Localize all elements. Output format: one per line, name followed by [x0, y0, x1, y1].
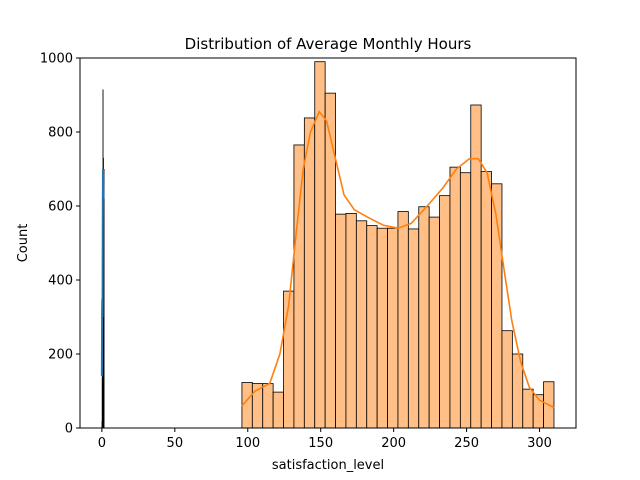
- chart-title: Distribution of Average Monthly Hours: [185, 35, 472, 53]
- histogram-bar: [303, 117, 316, 429]
- histogram-bar: [439, 195, 451, 429]
- kde-line: [241, 110, 555, 409]
- histogram-bar: [470, 104, 482, 429]
- x-tick-label: 100: [235, 436, 260, 451]
- histogram-bar: [459, 172, 472, 429]
- histogram-bar: [449, 166, 461, 429]
- y-axis-label: Count: [16, 224, 31, 263]
- histogram-bar: [345, 212, 357, 429]
- histogram-bar: [480, 171, 492, 429]
- histogram-bar: [428, 216, 440, 429]
- x-tick-label: 300: [527, 436, 552, 451]
- y-tick-label: 400: [48, 274, 73, 289]
- histogram-bar: [376, 227, 388, 429]
- histogram-bar: [366, 225, 378, 429]
- x-tick-label: 200: [381, 436, 406, 451]
- histogram-bar: [522, 388, 534, 429]
- histogram-bar: [272, 391, 284, 429]
- histogram-bar: [335, 213, 347, 429]
- histogram-bar: [397, 211, 409, 429]
- histogram-bar: [262, 383, 274, 429]
- histogram-bar: [355, 220, 368, 429]
- plot-frame: [79, 57, 577, 429]
- x-tick-label: 250: [454, 436, 479, 451]
- x-tick-label: 0: [98, 436, 106, 451]
- histogram-bar: [407, 228, 420, 429]
- x-axis-label: satisfaction_level: [272, 458, 384, 473]
- histogram-bar: [418, 206, 430, 429]
- x-tick-label: 50: [167, 436, 184, 451]
- histogram-bar: [387, 227, 399, 429]
- kde-line: [100, 168, 105, 377]
- histogram-bar: [501, 330, 513, 429]
- y-tick-label: 600: [48, 200, 73, 215]
- y-tick-label: 800: [48, 126, 73, 141]
- y-tick-label: 200: [48, 348, 73, 363]
- y-tick-label: 0: [65, 422, 73, 437]
- histogram-bar: [324, 92, 336, 429]
- y-tick-label: 1000: [40, 52, 73, 67]
- x-tick-label: 150: [308, 436, 333, 451]
- histogram-bar: [103, 169, 105, 428]
- histogram-bar: [293, 144, 305, 429]
- histogram-bar: [283, 290, 295, 429]
